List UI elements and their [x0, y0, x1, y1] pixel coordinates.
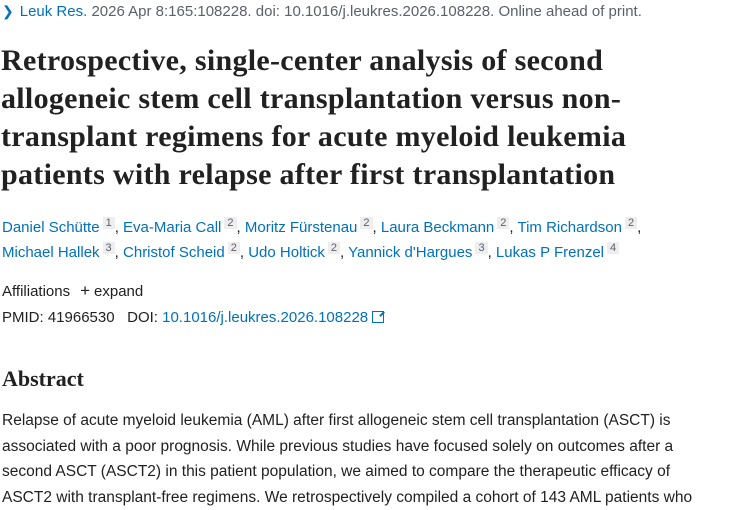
- author-link[interactable]: Laura Beckmann: [381, 219, 494, 236]
- author-link[interactable]: Lukas P Frenzel: [496, 244, 604, 261]
- citation: ❯ Leuk Res. 2026 Apr 8:165:108228. doi: 1…: [2, 3, 642, 20]
- affiliation-number[interactable]: 2: [360, 217, 372, 229]
- affiliation-number[interactable]: 4: [607, 242, 619, 254]
- doi-link[interactable]: 10.1016/j.leukres.2026.108228: [162, 309, 368, 326]
- affiliation-number[interactable]: 2: [625, 217, 637, 229]
- expand-button[interactable]: expand: [94, 283, 143, 300]
- abstract-line: associated with a poor prognosis. While …: [2, 434, 692, 460]
- title-line: Retrospective, single-center analysis of…: [1, 42, 626, 80]
- citation-details: 2026 Apr 8:165:108228. doi: 10.1016/j.le…: [87, 3, 642, 20]
- affiliation-number[interactable]: 2: [497, 217, 509, 229]
- title-line: patients with relapse after first transp…: [1, 156, 626, 194]
- affiliation-number[interactable]: 1: [103, 217, 115, 229]
- author-link[interactable]: Moritz Fürstenau: [245, 219, 358, 236]
- author-link[interactable]: Udo Holtick: [248, 244, 325, 261]
- affiliations-label: Affiliations: [2, 283, 70, 300]
- affiliation-number[interactable]: 2: [328, 242, 340, 254]
- affiliation-number[interactable]: 2: [224, 217, 236, 229]
- author-link[interactable]: Daniel Schütte: [2, 219, 100, 236]
- pmid-value: 41966530: [48, 309, 115, 326]
- title-line: transplant regimens for acute myeloid le…: [1, 118, 626, 156]
- title-line: allogeneic stem cell transplantation ver…: [1, 80, 626, 118]
- pmid-label: PMID:: [2, 309, 44, 326]
- author-link[interactable]: Eva-Maria Call: [123, 219, 221, 236]
- abstract-line: ASCT2 with transplant-free regimens. We …: [2, 485, 692, 510]
- affiliation-number[interactable]: 3: [103, 242, 115, 254]
- doi-label: DOI:: [127, 309, 158, 326]
- author-link[interactable]: Christof Scheid: [123, 244, 225, 261]
- affiliations: Affiliations +expand: [2, 281, 143, 301]
- journal-link[interactable]: Leuk Res.: [20, 3, 88, 20]
- article-title: Retrospective, single-center analysis of…: [1, 42, 626, 194]
- abstract-heading: Abstract: [2, 366, 84, 392]
- abstract-line: Relapse of acute myeloid leukemia (AML) …: [2, 408, 692, 434]
- plus-icon[interactable]: +: [80, 281, 90, 300]
- chevron-right-icon[interactable]: ❯: [2, 3, 14, 19]
- author-link[interactable]: Yannick d'Hargues: [348, 244, 472, 261]
- author-link[interactable]: Michael Hallek: [2, 244, 100, 261]
- affiliation-number[interactable]: 3: [475, 242, 487, 254]
- author-link[interactable]: Tim Richardson: [517, 219, 621, 236]
- abstract-line: second ASCT (ASCT2) in this patient popu…: [2, 459, 692, 485]
- affiliation-number[interactable]: 2: [228, 242, 240, 254]
- identifiers: PMID: 41966530 DOI: 10.1016/j.leukres.20…: [2, 309, 384, 326]
- external-link-icon[interactable]: [372, 311, 384, 323]
- abstract-text: Relapse of acute myeloid leukemia (AML) …: [2, 408, 692, 510]
